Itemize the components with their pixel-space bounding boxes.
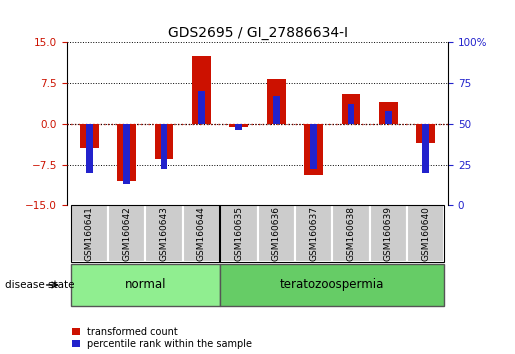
Bar bbox=[183, 205, 220, 262]
Bar bbox=[220, 264, 444, 306]
Bar bbox=[235, 124, 242, 130]
Bar bbox=[71, 205, 108, 262]
Bar bbox=[258, 205, 295, 262]
Bar bbox=[379, 102, 398, 124]
Bar bbox=[117, 124, 136, 181]
Title: GDS2695 / GI_27886634-I: GDS2695 / GI_27886634-I bbox=[167, 26, 348, 40]
Bar bbox=[407, 205, 444, 262]
Bar bbox=[304, 124, 323, 176]
Bar bbox=[220, 205, 258, 262]
Bar bbox=[422, 124, 429, 173]
Bar bbox=[295, 205, 332, 262]
Bar bbox=[71, 264, 220, 306]
Bar bbox=[273, 96, 280, 124]
Bar bbox=[124, 124, 130, 184]
Text: GSM160644: GSM160644 bbox=[197, 206, 206, 261]
Bar bbox=[86, 124, 93, 173]
Text: GSM160638: GSM160638 bbox=[347, 206, 355, 261]
Text: GSM160643: GSM160643 bbox=[160, 206, 168, 261]
Bar bbox=[230, 124, 248, 127]
Bar bbox=[341, 94, 360, 124]
Bar bbox=[310, 124, 317, 170]
Text: normal: normal bbox=[125, 278, 166, 291]
Legend: transformed count, percentile rank within the sample: transformed count, percentile rank withi… bbox=[72, 327, 252, 349]
Bar bbox=[348, 104, 354, 124]
Bar bbox=[385, 111, 391, 124]
Bar bbox=[161, 124, 167, 170]
Bar bbox=[192, 56, 211, 124]
Text: teratozoospermia: teratozoospermia bbox=[280, 278, 384, 291]
Bar bbox=[154, 124, 174, 159]
Bar bbox=[198, 91, 205, 124]
Text: disease state: disease state bbox=[5, 280, 75, 290]
Text: GSM160639: GSM160639 bbox=[384, 206, 393, 261]
Text: GSM160636: GSM160636 bbox=[272, 206, 281, 261]
Bar bbox=[108, 205, 145, 262]
Text: GSM160641: GSM160641 bbox=[85, 206, 94, 261]
Bar bbox=[267, 79, 285, 124]
Bar bbox=[80, 124, 99, 148]
Text: GSM160642: GSM160642 bbox=[122, 206, 131, 261]
Bar bbox=[145, 205, 183, 262]
Text: GSM160637: GSM160637 bbox=[309, 206, 318, 261]
Text: GSM160640: GSM160640 bbox=[421, 206, 430, 261]
Bar bbox=[332, 205, 370, 262]
Text: GSM160635: GSM160635 bbox=[234, 206, 243, 261]
Bar bbox=[370, 205, 407, 262]
Bar bbox=[416, 124, 435, 143]
